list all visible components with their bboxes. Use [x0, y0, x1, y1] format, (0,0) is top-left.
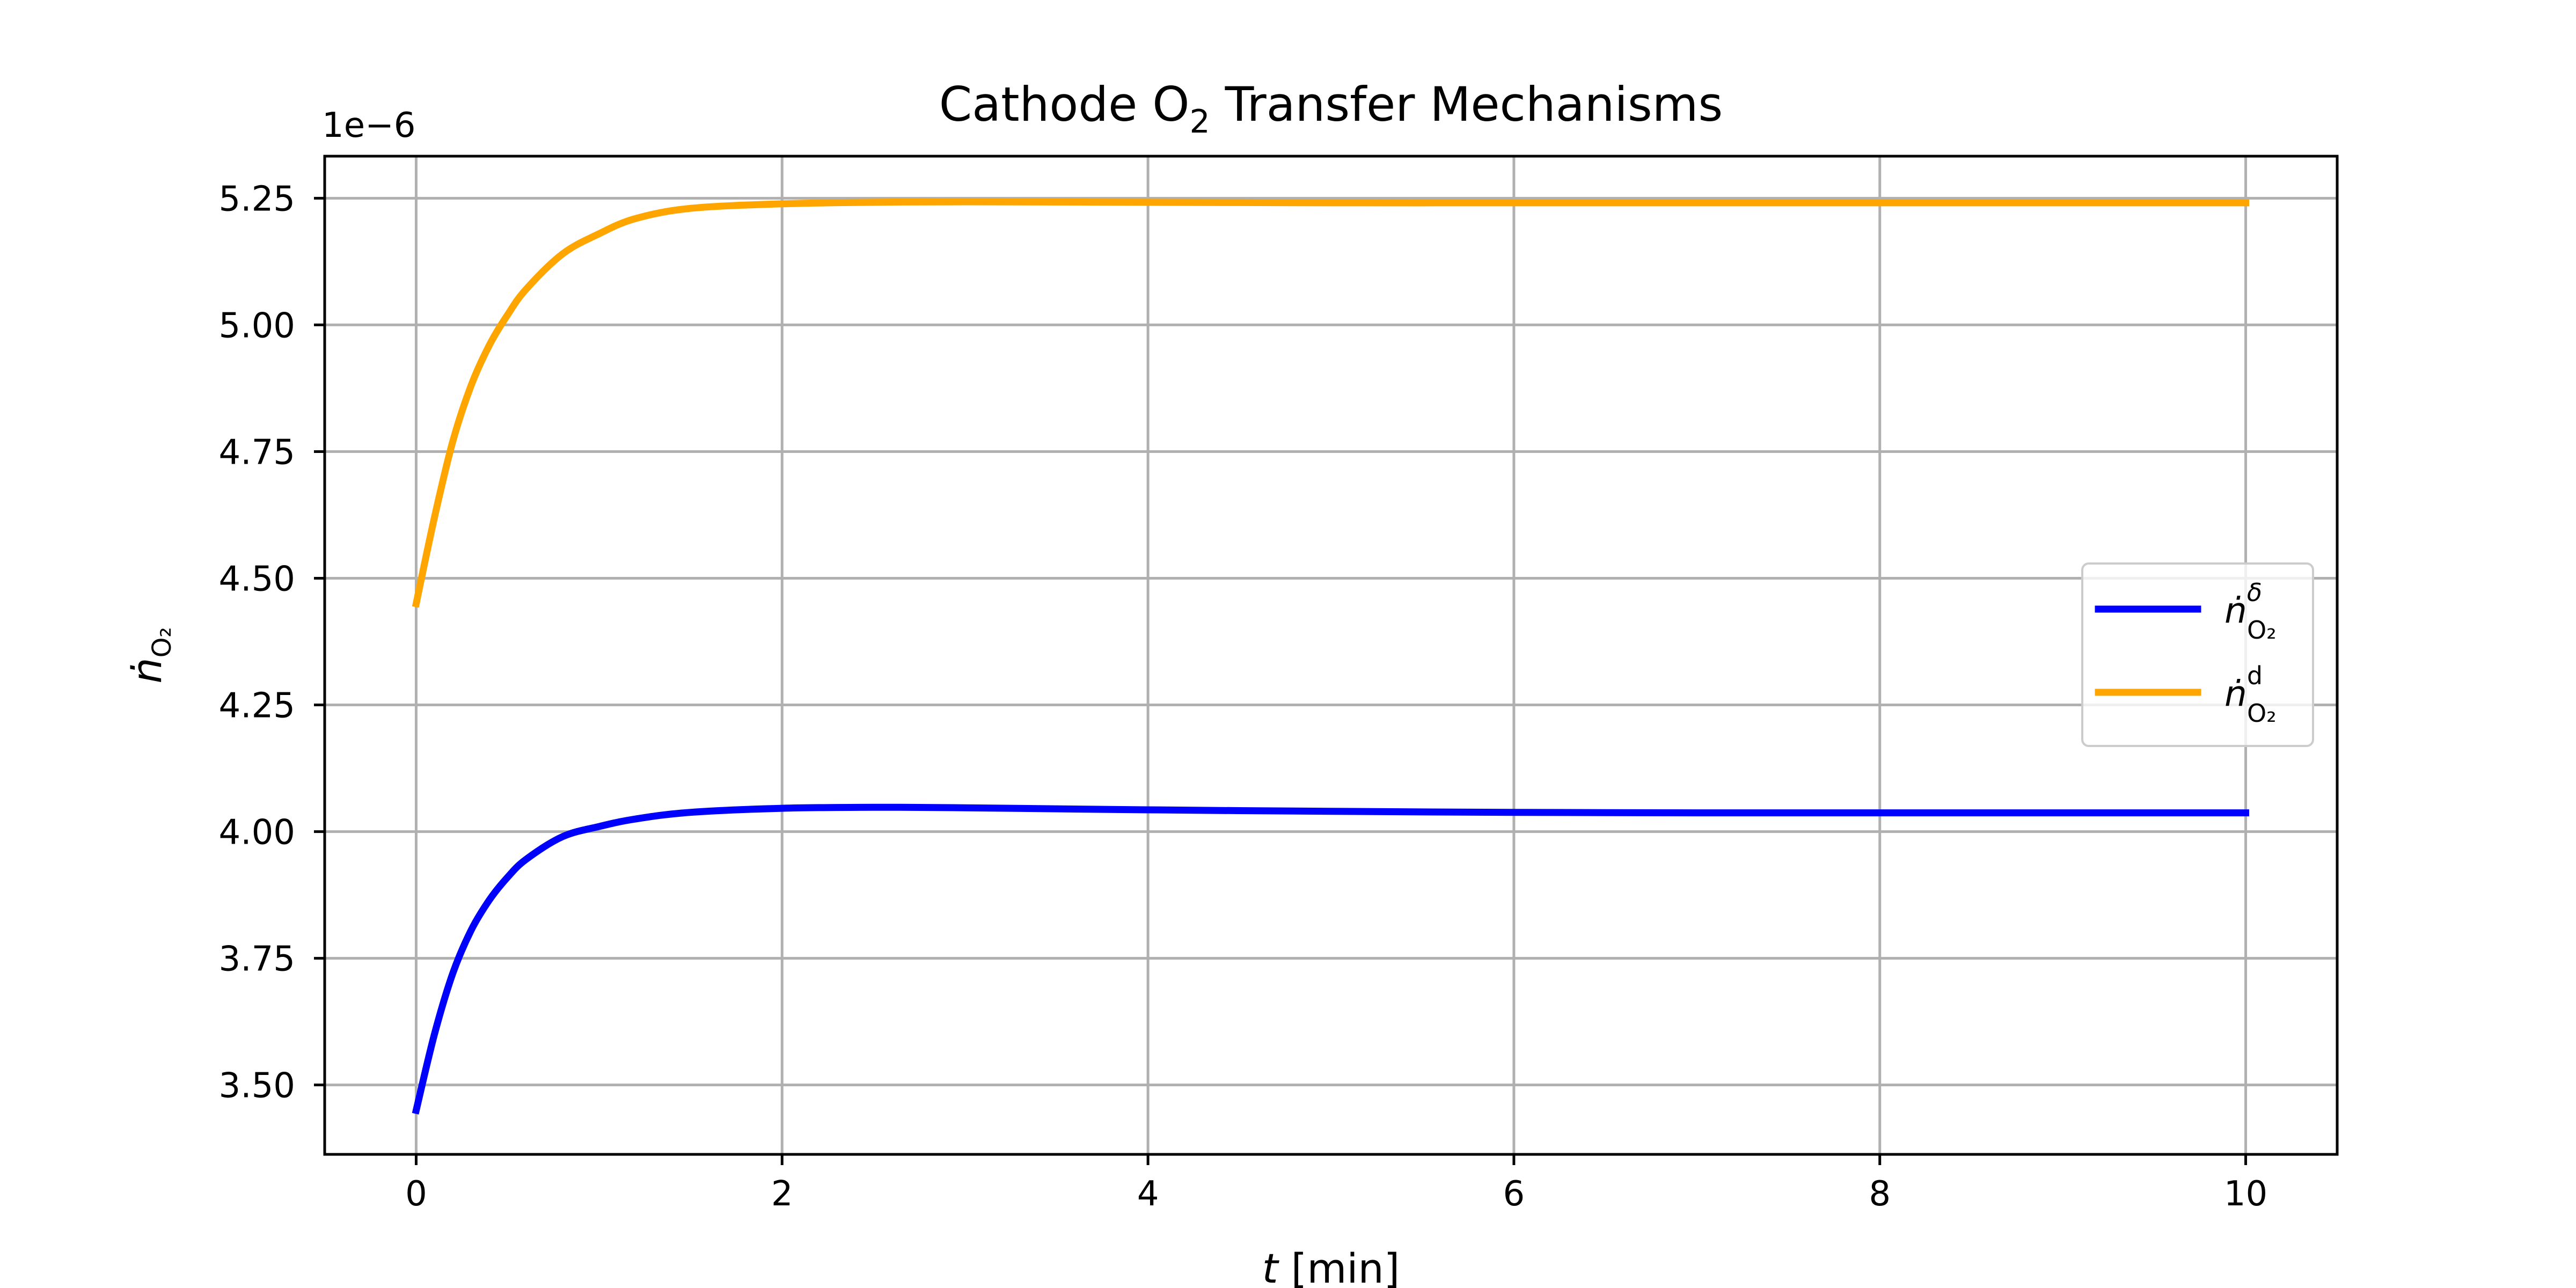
y-tick-label: 4.50 — [219, 559, 296, 599]
legend-label-d: ṅd O₂ — [2224, 661, 2277, 728]
y-ticks: 3.50 3.75 4.00 4.25 4.50 4.75 5.00 5.25 — [219, 179, 325, 1106]
x-ticks: 0 2 4 6 8 10 — [405, 1154, 2267, 1214]
y-tick-label: 5.00 — [219, 306, 296, 346]
grid — [325, 156, 2337, 1154]
y-tick-label: 3.75 — [219, 940, 296, 979]
series-layer — [412, 198, 2249, 1115]
x-axis-label: t [min] — [1262, 1245, 1400, 1288]
legend-box — [2081, 562, 2314, 747]
y-tick-label: 4.00 — [219, 813, 296, 853]
x-tick-label: 2 — [771, 1174, 793, 1214]
x-tick-label: 8 — [1869, 1174, 1891, 1214]
x-tick-label: 6 — [1503, 1174, 1525, 1214]
y-tick-label: 4.25 — [219, 686, 296, 726]
axes-frame — [323, 155, 2339, 1156]
legend: ṅδ O₂ ṅd O₂ — [2081, 562, 2314, 747]
series-line-d — [412, 198, 2249, 608]
y-tick-label: 4.75 — [219, 433, 296, 472]
legend-label-delta: ṅδ O₂ — [2224, 578, 2277, 645]
x-tick-label: 0 — [405, 1174, 427, 1214]
x-tick-label: 4 — [1137, 1174, 1159, 1214]
x-tick-label: 10 — [2224, 1174, 2267, 1214]
y-tick-label: 5.25 — [219, 179, 296, 219]
series-line-delta — [412, 803, 2249, 1115]
y-axis-label: ṅO₂ — [123, 627, 177, 683]
chart-title: Cathode O2 Transfer Mechanisms — [939, 77, 1723, 141]
y-offset-label: 1e−6 — [322, 106, 415, 145]
y-tick-label: 3.50 — [219, 1066, 296, 1106]
